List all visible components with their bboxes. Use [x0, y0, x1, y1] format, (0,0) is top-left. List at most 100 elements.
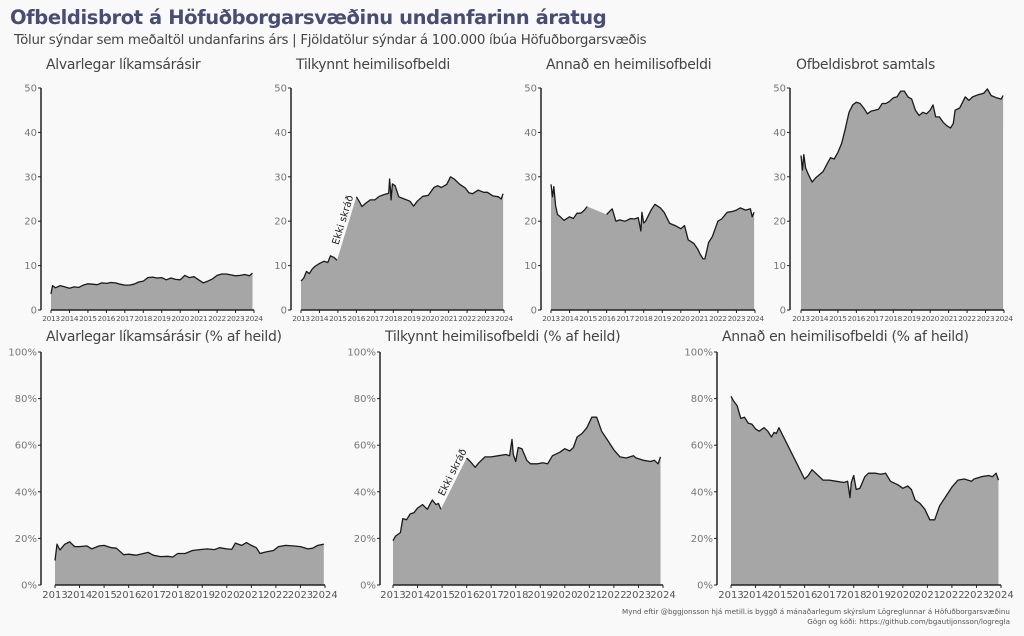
y-tick-label: 80%	[691, 394, 713, 405]
y-tick-label: 20%	[354, 534, 376, 545]
y-tick-label: 80%	[15, 394, 37, 405]
x-tick-label: 2018	[165, 590, 190, 601]
x-tick-label: 2024	[650, 590, 675, 601]
x-tick-label: 2015	[829, 314, 847, 323]
area-fill	[51, 273, 253, 310]
y-tick-label: 10	[24, 261, 37, 272]
x-tick-label: 2019	[866, 590, 891, 601]
area-fill	[801, 88, 1004, 311]
x-tick-label: 2024	[988, 590, 1013, 601]
x-tick-label: 2022	[263, 590, 288, 601]
x-tick-label: 2018	[841, 590, 866, 601]
x-tick-label: 2017	[116, 314, 134, 323]
x-tick-label: 2024	[312, 590, 337, 601]
x-tick-label: 2020	[672, 314, 690, 323]
y-tick-label: 30	[773, 172, 786, 183]
x-tick-label: 2016	[348, 314, 366, 323]
area-fill	[551, 184, 755, 310]
panel-title-3: Annað en heimilisofbeldi	[546, 57, 712, 73]
panel-6: 0%20%40%60%80%100%2013 2014 2015 2016 2017 20…	[347, 348, 675, 602]
x-tick-label: 2019	[190, 590, 215, 601]
x-tick-label: 2017	[816, 590, 841, 601]
caption-credit: Mynd eftir @bggjonsson hjá metill.is byg…	[622, 607, 1010, 616]
panel-5: 0%20%40%60%80%100%2013 2014 2015 2016 2017 20…	[8, 348, 337, 602]
x-tick-label: 2015	[91, 590, 116, 601]
x-tick-label: 2024	[495, 314, 513, 323]
y-tick-label: 30	[524, 172, 537, 183]
x-tick-label: 2016	[116, 590, 141, 601]
x-tick-label: 2021	[190, 314, 208, 323]
x-tick-label: 2014	[561, 314, 579, 323]
x-tick-label: 2020	[552, 590, 577, 601]
area-fill	[55, 541, 324, 585]
y-tick-label: 0%	[360, 581, 376, 592]
x-tick-label: 2013	[792, 314, 810, 323]
y-tick-label: 10	[524, 261, 537, 272]
x-tick-label: 2016	[98, 314, 116, 323]
panel-title-1: Alvarlegar líkamsárásir	[46, 57, 201, 73]
y-tick-label: 100%	[8, 348, 37, 359]
x-tick-label: 2024	[995, 314, 1013, 323]
x-tick-label: 2024	[746, 314, 764, 323]
panel-title-6: Tilkynnt heimilisofbeldi (% af heild)	[385, 329, 621, 345]
panel-title-7: Annað en heimilisofbeldi (% af heild)	[722, 329, 969, 345]
series-line	[392, 416, 662, 542]
page-subtitle: Tölur sýndar sem meðaltöl undanfarins ár…	[14, 33, 647, 48]
x-tick-label: 2018	[635, 314, 653, 323]
y-tick-label: 0%	[697, 581, 713, 592]
x-tick-label: 2023	[977, 314, 995, 323]
x-tick-label: 2013	[292, 314, 310, 323]
x-tick-label: 2021	[440, 314, 458, 323]
y-tick-label: 20	[274, 217, 287, 228]
x-tick-label: 2016	[598, 314, 616, 323]
x-tick-label: 2013	[42, 314, 60, 323]
panel-title-2: Tilkynnt heimilisofbeldi	[296, 57, 450, 73]
area-fill	[301, 176, 504, 310]
x-tick-label: 2023	[728, 314, 746, 323]
y-tick-label: 20	[773, 217, 786, 228]
x-tick-label: 2013	[42, 590, 67, 601]
panel-title-4: Ofbeldisbrot samtals	[796, 57, 936, 73]
y-tick-label: 20%	[691, 534, 713, 545]
x-tick-label: 2019	[903, 314, 921, 323]
y-tick-label: 40	[524, 128, 537, 139]
x-tick-label: 2016	[454, 590, 479, 601]
y-tick-label: 80%	[354, 394, 376, 405]
y-tick-label: 40%	[691, 487, 713, 498]
area-fill	[731, 396, 999, 585]
x-tick-label: 2017	[616, 314, 634, 323]
series-line	[800, 88, 1004, 183]
y-tick-label: 40	[773, 128, 786, 139]
y-tick-label: 20	[524, 217, 537, 228]
x-tick-label: 2023	[626, 590, 651, 601]
series-line	[550, 184, 755, 260]
x-tick-label: 2022	[709, 314, 727, 323]
x-tick-label: 2022	[208, 314, 226, 323]
y-tick-label: 0%	[21, 581, 37, 592]
panel-title-5: Alvarlegar líkamsárásir (% af heild)	[46, 329, 282, 345]
x-tick-label: 2015	[767, 590, 792, 601]
y-tick-label: 50	[24, 84, 37, 95]
y-tick-label: 100%	[684, 348, 713, 359]
y-tick-label: 0	[531, 306, 537, 317]
x-tick-label: 2014	[311, 314, 329, 323]
y-tick-label: 60%	[354, 441, 376, 452]
x-tick-label: 2017	[866, 314, 884, 323]
y-tick-label: 60%	[15, 441, 37, 452]
page-title: Ofbeldisbrot á Höfuðborgarsvæðinu undanf…	[10, 6, 607, 29]
y-tick-label: 10	[274, 261, 287, 272]
y-tick-label: 40%	[354, 487, 376, 498]
y-tick-label: 100%	[347, 348, 376, 359]
x-tick-label: 2013	[718, 590, 743, 601]
y-tick-label: 30	[274, 172, 287, 183]
x-tick-label: 2013	[380, 590, 405, 601]
y-tick-label: 20	[24, 217, 37, 228]
x-tick-label: 2024	[245, 314, 263, 323]
x-tick-label: 2016	[848, 314, 866, 323]
x-tick-label: 2022	[939, 590, 964, 601]
x-tick-label: 2017	[366, 314, 384, 323]
x-tick-label: 2014	[743, 590, 768, 601]
